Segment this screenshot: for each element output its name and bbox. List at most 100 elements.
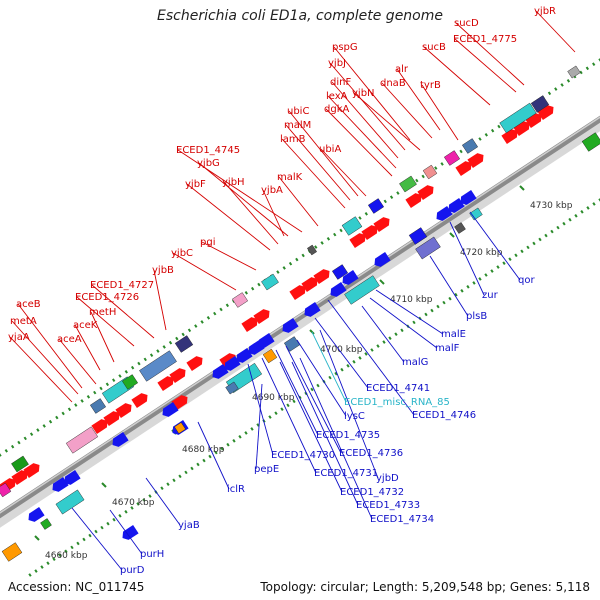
forward-track-dot <box>74 403 78 407</box>
reverse-gene-label-leader <box>314 317 369 389</box>
misc-rna-label: ECED1_misc_RNA_85 <box>344 397 450 408</box>
kbp-tick-label: 4720 kbp <box>460 248 503 258</box>
forward-gene-label: dnaB <box>380 78 406 89</box>
forward-track-dot <box>168 340 173 345</box>
forward-gene-arrow <box>373 217 390 233</box>
reverse-track-dot <box>394 332 398 337</box>
reverse-track-dot <box>496 265 500 269</box>
forward-gene-label: ECED1_4775 <box>453 34 517 45</box>
reverse-gene-label: yjaB <box>178 520 200 531</box>
reverse-track-dot <box>334 371 338 376</box>
forward-gene-label: tyrB <box>420 80 441 91</box>
forward-track-dot <box>219 307 223 312</box>
reverse-gene-label: ECED1_4736 <box>339 448 403 459</box>
reverse-track-dot <box>520 249 524 254</box>
forward-track-dot <box>67 407 72 412</box>
forward-track-dot <box>48 419 53 424</box>
reverse-gene-arrow <box>342 269 359 285</box>
reverse-gene-label: ECED1_4730 <box>271 450 335 461</box>
forward-track-dot <box>250 286 255 291</box>
forward-gene-label-leader <box>91 284 155 339</box>
reverse-gene-label-leader <box>285 345 342 454</box>
reverse-track-dot <box>436 304 440 309</box>
reverse-gene-label-leader <box>291 361 359 506</box>
forward-track-dot <box>490 128 495 133</box>
reverse-track-dot <box>364 352 368 356</box>
forward-gene-label: yjbG <box>197 158 220 169</box>
forward-gene-box <box>567 65 581 79</box>
reverse-track-dot <box>490 269 494 273</box>
forward-track-dot <box>206 315 211 320</box>
reverse-track-dot <box>76 541 80 546</box>
forward-track-dot <box>560 83 564 87</box>
forward-gene-box <box>367 198 385 214</box>
forward-gene-arrow <box>11 470 28 486</box>
reverse-gene-label: ECED1_4741 <box>366 383 430 394</box>
forward-gene-label: aceB <box>16 299 41 310</box>
reverse-gene-arrow <box>162 401 179 417</box>
reverse-gene-label: qor <box>518 275 535 286</box>
forward-track-dot <box>175 336 179 341</box>
forward-track-dot <box>459 149 463 154</box>
forward-track-dot <box>326 236 331 241</box>
reverse-track-dot <box>238 435 242 439</box>
forward-gene-label-leader <box>74 324 101 371</box>
reverse-gene-arrow <box>212 363 229 379</box>
reverse-gene-label-leader <box>197 421 230 490</box>
forward-track-dot <box>579 70 583 75</box>
reverse-gene-label-leader <box>369 297 438 349</box>
forward-gene-box <box>65 426 99 454</box>
forward-gene-label: yjbF <box>185 179 206 190</box>
forward-track-dot <box>440 162 444 166</box>
forward-track-dot <box>396 191 400 195</box>
forward-track-dot <box>181 332 185 337</box>
forward-gene-label: yjbA <box>261 185 283 196</box>
forward-track-dot <box>156 349 160 353</box>
forward-track-dot <box>10 444 15 449</box>
forward-track-dot <box>478 137 482 141</box>
forward-track-dot <box>333 232 337 237</box>
reverse-gene-arrow <box>436 205 453 221</box>
reverse-track-dot <box>292 399 296 404</box>
reverse-gene-box <box>262 348 278 364</box>
forward-gene-label-leader <box>285 124 351 201</box>
reverse-track-dot <box>130 506 134 510</box>
forward-gene-arrow <box>361 225 378 241</box>
forward-track-dot <box>339 228 343 233</box>
reverse-track-dot <box>346 363 350 368</box>
forward-track-dot <box>598 58 600 62</box>
forward-gene-label-leader <box>455 22 525 86</box>
forward-track-dot <box>484 133 488 137</box>
reverse-track-dot <box>340 367 344 372</box>
forward-track-dot <box>547 91 552 96</box>
forward-gene-box <box>174 335 194 353</box>
reverse-gene-arrow <box>236 347 253 363</box>
reverse-track-dot <box>526 245 530 250</box>
reverse-gene-box <box>0 482 12 498</box>
forward-gene-arrow <box>467 153 484 169</box>
reverse-gene-label-leader <box>109 509 143 555</box>
forward-gene-label-leader <box>331 81 399 159</box>
forward-track-dot <box>276 270 280 274</box>
reverse-track-dot <box>400 328 404 333</box>
reverse-track-dot <box>64 549 68 554</box>
reverse-gene-label: ECED1_4731 <box>314 468 378 479</box>
accession-label: Accession: NC_011745 <box>8 580 145 594</box>
forward-gene-label: metH <box>89 307 116 318</box>
forward-gene-label-leader <box>333 46 411 141</box>
forward-track-dot <box>566 78 571 83</box>
reverse-gene-arrow <box>304 301 321 317</box>
reverse-track-dot <box>124 510 128 514</box>
reverse-track-dot <box>274 411 278 415</box>
forward-gene-arrow <box>313 269 330 285</box>
forward-gene-label: ubiA <box>319 144 341 155</box>
forward-track-dot <box>29 432 34 437</box>
forward-track-dot <box>282 266 286 270</box>
forward-gene-arrow <box>169 368 186 384</box>
kbp-tick-mark <box>519 185 525 191</box>
forward-gene-label-leader <box>381 82 433 139</box>
reverse-gene-label: malF <box>435 343 460 354</box>
reverse-track-dot <box>82 537 86 542</box>
reverse-track-dot <box>160 486 164 490</box>
